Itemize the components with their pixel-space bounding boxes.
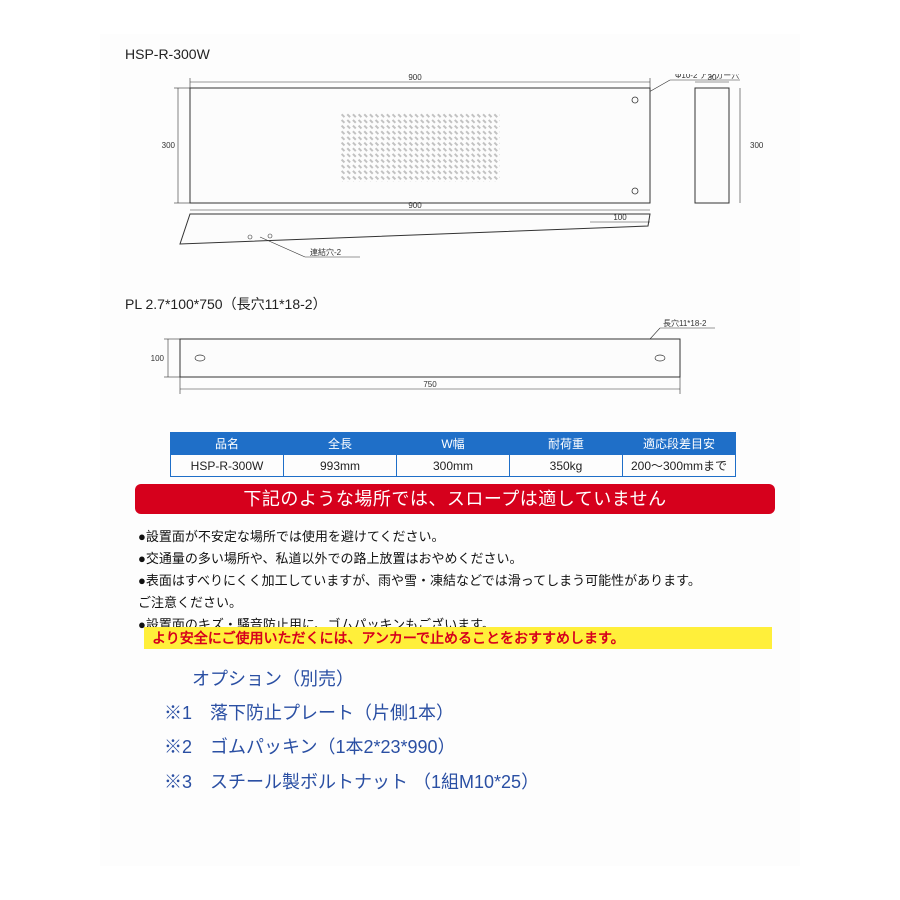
svg-text:連結穴-2: 連結穴-2 <box>310 247 342 257</box>
drawing1-title: HSP-R-300W <box>125 46 210 62</box>
spec-header-row: 品名 全長 W幅 耐荷重 適応段差目安 <box>171 433 736 455</box>
options-block: オプション（別売） ※1 落下防止プレート（片側1本） ※2 ゴムパッキン（1本… <box>164 662 539 799</box>
svg-text:300: 300 <box>162 141 176 150</box>
warning-banner: 下記のような場所では、スロープは適していません <box>135 484 775 514</box>
drawing2: 長穴11*18-2 100 750 <box>150 314 730 409</box>
svg-text:300: 300 <box>750 141 764 150</box>
recommendation-banner: より安全にご使用いただくには、アンカーで止めることをおすすめします。 <box>144 627 772 649</box>
drawing1: 900 Φ10-2 アンカー穴 <box>150 74 765 264</box>
options-title: オプション（別売） <box>192 662 539 696</box>
tread-pattern <box>340 112 500 182</box>
dim-side-300: 300 <box>740 88 764 203</box>
slope-side-view <box>180 214 650 244</box>
plate-rect <box>180 339 680 377</box>
spec-cell: 993mm <box>284 455 397 477</box>
spec-cell: 200～300mmまで <box>623 455 736 477</box>
bullet-item: ●交通量の多い場所や、私道以外での路上放置はおやめください。 <box>138 548 778 570</box>
option-item: ※3 スチール製ボルトナット （1組M10*25） <box>164 765 539 799</box>
dim-left-100: 100 <box>151 339 180 377</box>
svg-text:900: 900 <box>408 201 422 210</box>
side-plate <box>695 88 729 203</box>
spec-header-cell: 全長 <box>284 433 397 455</box>
bullet-item: ご注意ください。 <box>138 592 778 614</box>
svg-text:30: 30 <box>708 74 717 82</box>
spec-header-cell: 適応段差目安 <box>623 433 736 455</box>
svg-text:長穴11*18-2: 長穴11*18-2 <box>663 318 707 328</box>
svg-text:100: 100 <box>151 354 165 363</box>
bullet-item: ●設置面が不安定な場所では使用を避けてください。 <box>138 526 778 548</box>
spec-header-cell: 品名 <box>171 433 284 455</box>
dim-left-300: 300 <box>162 88 190 203</box>
svg-text:100: 100 <box>613 213 627 222</box>
spec-cell: 300mm <box>397 455 510 477</box>
drawing2-title: PL 2.7*100*750（長穴11*18-2） <box>125 294 327 314</box>
bullet-item: ●表面はすべりにくく加工していますが、雨や雪・凍結などでは滑ってしまう可能性があ… <box>138 570 778 592</box>
document-page: HSP-R-300W 900 Φ10-2 アンカー穴 <box>100 34 800 866</box>
dim-bottom-750: 750 <box>180 377 680 394</box>
spec-header-cell: W幅 <box>397 433 510 455</box>
svg-text:900: 900 <box>408 74 422 82</box>
option-item: ※1 落下防止プレート（片側1本） <box>164 696 539 730</box>
spec-header-cell: 耐荷重 <box>510 433 623 455</box>
spec-table: 品名 全長 W幅 耐荷重 適応段差目安 HSP-R-300W 993mm 300… <box>170 432 736 477</box>
spec-cell: HSP-R-300W <box>171 455 284 477</box>
spec-cell: 350kg <box>510 455 623 477</box>
warning-bullets: ●設置面が不安定な場所では使用を避けてください。 ●交通量の多い場所や、私道以外… <box>138 526 778 636</box>
spec-data-row: HSP-R-300W 993mm 300mm 350kg 200～300mmまで <box>171 455 736 477</box>
svg-text:750: 750 <box>423 380 437 389</box>
option-item: ※2 ゴムパッキン（1本2*23*990） <box>164 730 539 764</box>
dim-top-900: 900 <box>190 74 650 88</box>
